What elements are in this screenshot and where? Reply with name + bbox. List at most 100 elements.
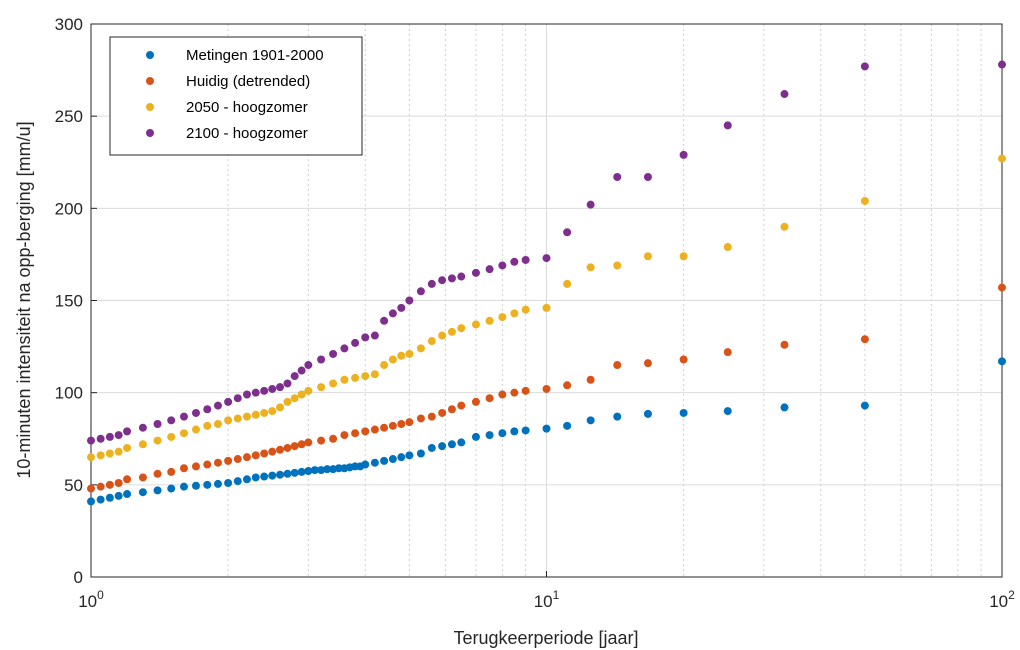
data-point	[242, 390, 251, 399]
data-point	[586, 200, 595, 209]
data-point	[397, 303, 406, 312]
data-point	[268, 447, 277, 456]
data-point	[297, 440, 306, 449]
data-point	[233, 414, 242, 423]
data-point	[268, 407, 277, 416]
series-3	[87, 154, 1006, 462]
data-point	[510, 257, 519, 266]
data-point	[498, 429, 507, 438]
data-point	[290, 372, 299, 381]
x-tick-label: 102	[989, 588, 1015, 611]
data-point	[471, 320, 480, 329]
data-point	[723, 407, 732, 416]
data-point	[860, 401, 869, 410]
data-point	[153, 436, 162, 445]
data-point	[780, 403, 789, 412]
data-point	[317, 436, 326, 445]
data-point	[304, 361, 313, 370]
data-point	[542, 254, 551, 263]
data-point	[405, 418, 414, 427]
data-point	[427, 337, 436, 346]
data-point	[405, 349, 414, 358]
data-point	[260, 449, 269, 458]
data-point	[203, 421, 212, 430]
data-point	[361, 460, 370, 469]
y-tick-label: 300	[55, 15, 83, 34]
data-point	[860, 196, 869, 205]
data-point	[167, 432, 176, 441]
data-point	[860, 62, 869, 71]
y-tick-label: 50	[64, 476, 83, 495]
data-point	[317, 466, 326, 475]
data-point	[613, 412, 622, 421]
data-point	[283, 379, 292, 388]
data-point	[388, 355, 397, 364]
data-point	[317, 355, 326, 364]
data-point	[276, 470, 285, 479]
data-point	[998, 357, 1006, 366]
data-point	[191, 408, 200, 417]
x-tick-label: 100	[78, 588, 104, 611]
data-point	[586, 416, 595, 425]
data-point	[224, 456, 233, 465]
data-point	[723, 348, 732, 357]
data-point	[471, 268, 480, 277]
data-point	[405, 451, 414, 460]
y-tick-label: 200	[55, 199, 83, 218]
data-point	[380, 423, 389, 432]
data-point	[242, 475, 251, 484]
data-point	[860, 335, 869, 344]
data-point	[416, 449, 425, 458]
data-point	[297, 467, 306, 476]
data-point	[268, 384, 277, 393]
data-point	[138, 488, 147, 497]
data-point	[123, 475, 132, 484]
data-point	[643, 252, 652, 261]
y-tick-label: 250	[55, 107, 83, 126]
data-point	[388, 455, 397, 464]
data-point	[563, 421, 572, 430]
data-point	[521, 426, 530, 435]
data-point	[427, 443, 436, 452]
data-point	[87, 453, 95, 462]
data-point	[427, 412, 436, 421]
data-point	[370, 458, 379, 467]
data-point	[643, 409, 652, 418]
data-point	[361, 427, 370, 436]
data-point	[998, 60, 1006, 69]
legend-label: Huidig (detrended)	[186, 73, 310, 90]
data-point	[471, 432, 480, 441]
data-point	[283, 443, 292, 452]
data-point	[498, 261, 507, 270]
data-point	[203, 405, 212, 414]
data-point	[370, 370, 379, 379]
data-point	[290, 394, 299, 403]
data-point	[542, 384, 551, 393]
data-point	[416, 287, 425, 296]
data-point	[153, 486, 162, 495]
data-point	[679, 408, 688, 417]
data-point	[679, 150, 688, 159]
data-point	[251, 473, 260, 482]
data-point	[213, 479, 222, 488]
data-point	[167, 467, 176, 476]
x-axis-title: Terugkeerperiode [jaar]	[453, 628, 638, 648]
data-point	[224, 397, 233, 406]
data-point	[283, 397, 292, 406]
data-point	[679, 355, 688, 364]
data-point	[998, 283, 1006, 292]
legend-label: 2050 - hoogzomer	[186, 99, 308, 116]
data-point	[260, 386, 269, 395]
data-point	[323, 465, 332, 474]
data-point	[397, 453, 406, 462]
data-point	[586, 375, 595, 384]
data-point	[457, 324, 466, 333]
data-point	[96, 495, 105, 504]
data-point	[370, 331, 379, 340]
data-point	[96, 434, 105, 443]
data-point	[613, 361, 622, 370]
data-point	[361, 372, 370, 381]
data-point	[370, 425, 379, 434]
data-point	[510, 388, 519, 397]
data-point	[114, 491, 123, 500]
